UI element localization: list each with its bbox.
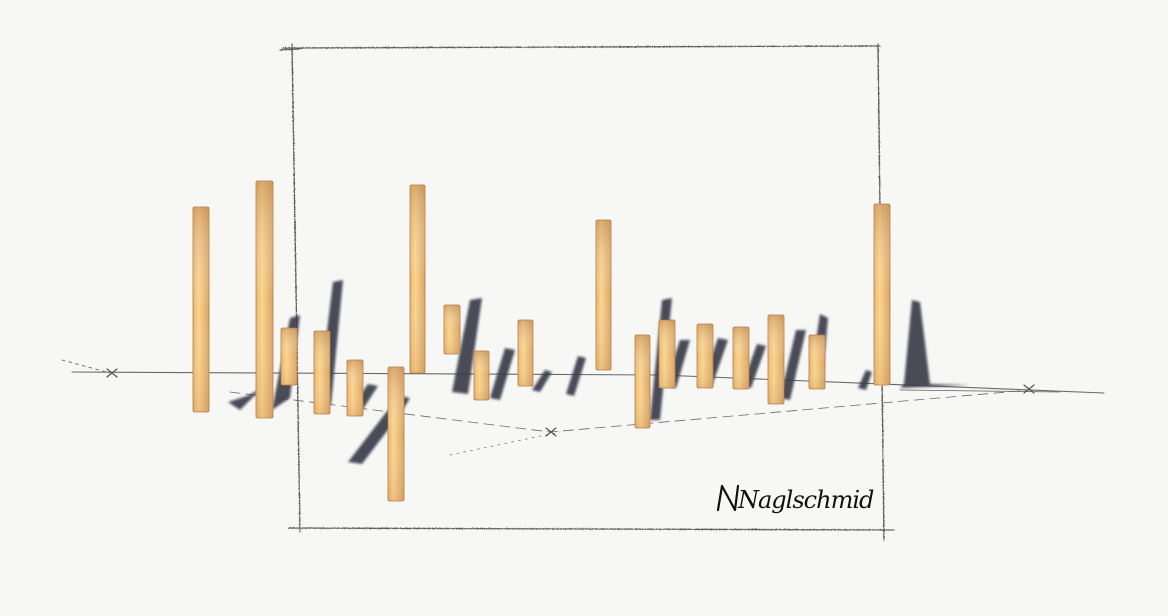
bar-volume-shade <box>444 305 460 354</box>
bar-volume-shade <box>768 315 784 404</box>
bar-volumes <box>192 180 891 502</box>
bar-volume-shade <box>474 351 489 400</box>
bar-volume-shade <box>809 335 825 389</box>
vanishing-point-markers <box>106 368 1035 437</box>
shadow-stroke <box>490 348 515 400</box>
shadow-stroke <box>900 300 970 388</box>
shadow-stroke <box>452 298 482 394</box>
shadow-stroke <box>858 370 872 390</box>
bar-volume-shade <box>518 320 533 386</box>
shadow-stroke <box>780 330 806 400</box>
bar-volume-shade <box>635 335 650 428</box>
ground-lines <box>61 359 1105 456</box>
bar-volume-shade <box>193 207 209 412</box>
bar-volume-shade <box>596 220 611 370</box>
bar-volume-shade <box>347 360 363 416</box>
shadow-stroke <box>532 370 552 392</box>
bar-volume-shade <box>314 331 330 414</box>
bar-volume-shade <box>410 185 425 373</box>
bar-volume-shade <box>733 327 749 389</box>
bar-volume-shade <box>697 324 713 388</box>
bar-volume-shade <box>281 328 297 385</box>
bar-volume-shade <box>256 181 273 418</box>
signature: Naglschmid <box>716 484 875 514</box>
shadow-stroke <box>566 356 586 396</box>
shadow-stroke <box>228 388 262 410</box>
signature-text: Naglschmid <box>737 486 874 514</box>
bar-volume-shade <box>874 204 890 385</box>
sketch-frame <box>279 43 895 541</box>
bar-volume-shade <box>388 367 404 501</box>
bar-volume-shade <box>659 320 675 388</box>
shadow-stroke <box>348 410 400 464</box>
